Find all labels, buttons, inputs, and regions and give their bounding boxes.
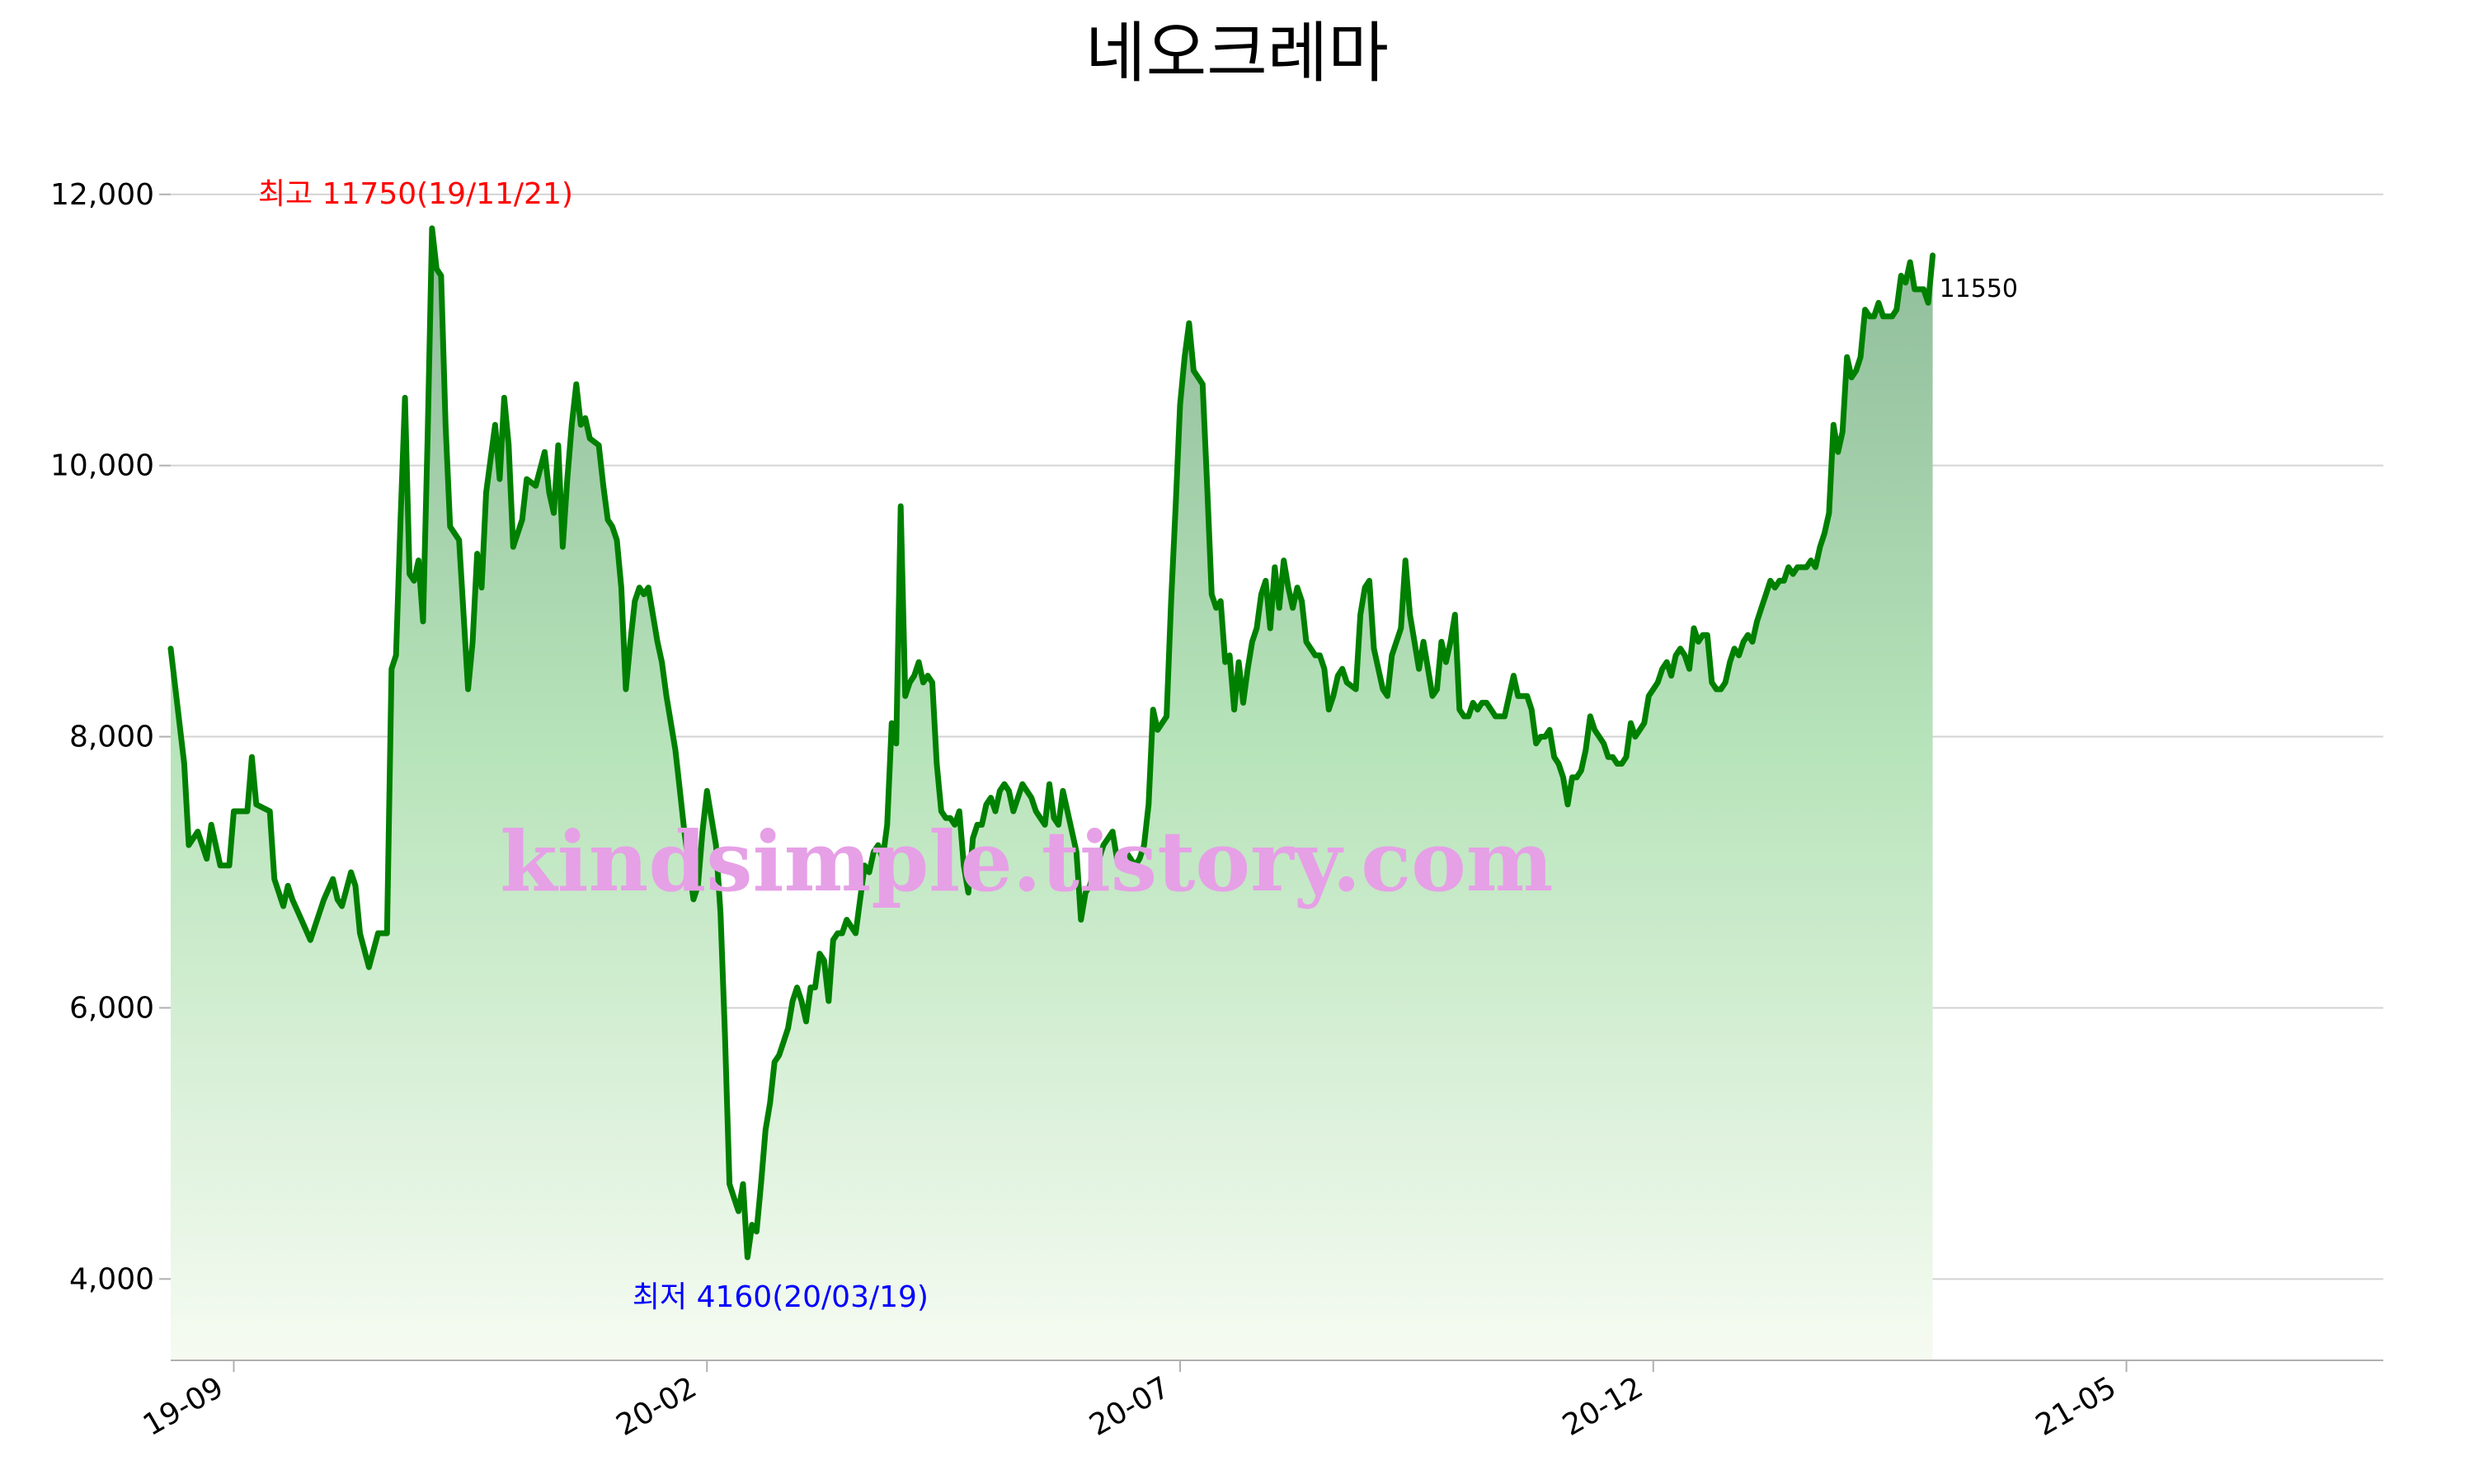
x-tick-label: 19-09: [138, 1370, 229, 1443]
x-tick-label: 20-02: [611, 1370, 703, 1443]
price-area-fill: [171, 228, 1933, 1360]
watermark-text: kindsimple.tistory.com: [500, 813, 1553, 910]
low-price-annotation: 최저 4160(20/03/19): [633, 1280, 929, 1314]
y-tick-label: 8,000: [69, 721, 154, 754]
last-price-annotation: 11550: [1940, 275, 2018, 303]
price-line: [167, 225, 1936, 1261]
y-tick-label: 12,000: [50, 178, 154, 212]
y-tick-label: 10,000: [50, 449, 154, 483]
high-price-annotation: 최고 11750(19/11/21): [258, 177, 573, 211]
plot-area: [167, 225, 1936, 1360]
y-tick-label: 6,000: [69, 991, 154, 1025]
x-tick-label: 20-07: [1084, 1370, 1175, 1443]
y-tick-label: 4,000: [69, 1262, 154, 1296]
chart-title: 네오크레마: [1085, 15, 1389, 92]
annotations: 최고 11750(19/11/21) 최저 4160(20/03/19) 11550: [258, 177, 2018, 1314]
x-tick-label: 21-05: [2030, 1370, 2122, 1443]
x-tick-label: 20-12: [1557, 1370, 1649, 1443]
